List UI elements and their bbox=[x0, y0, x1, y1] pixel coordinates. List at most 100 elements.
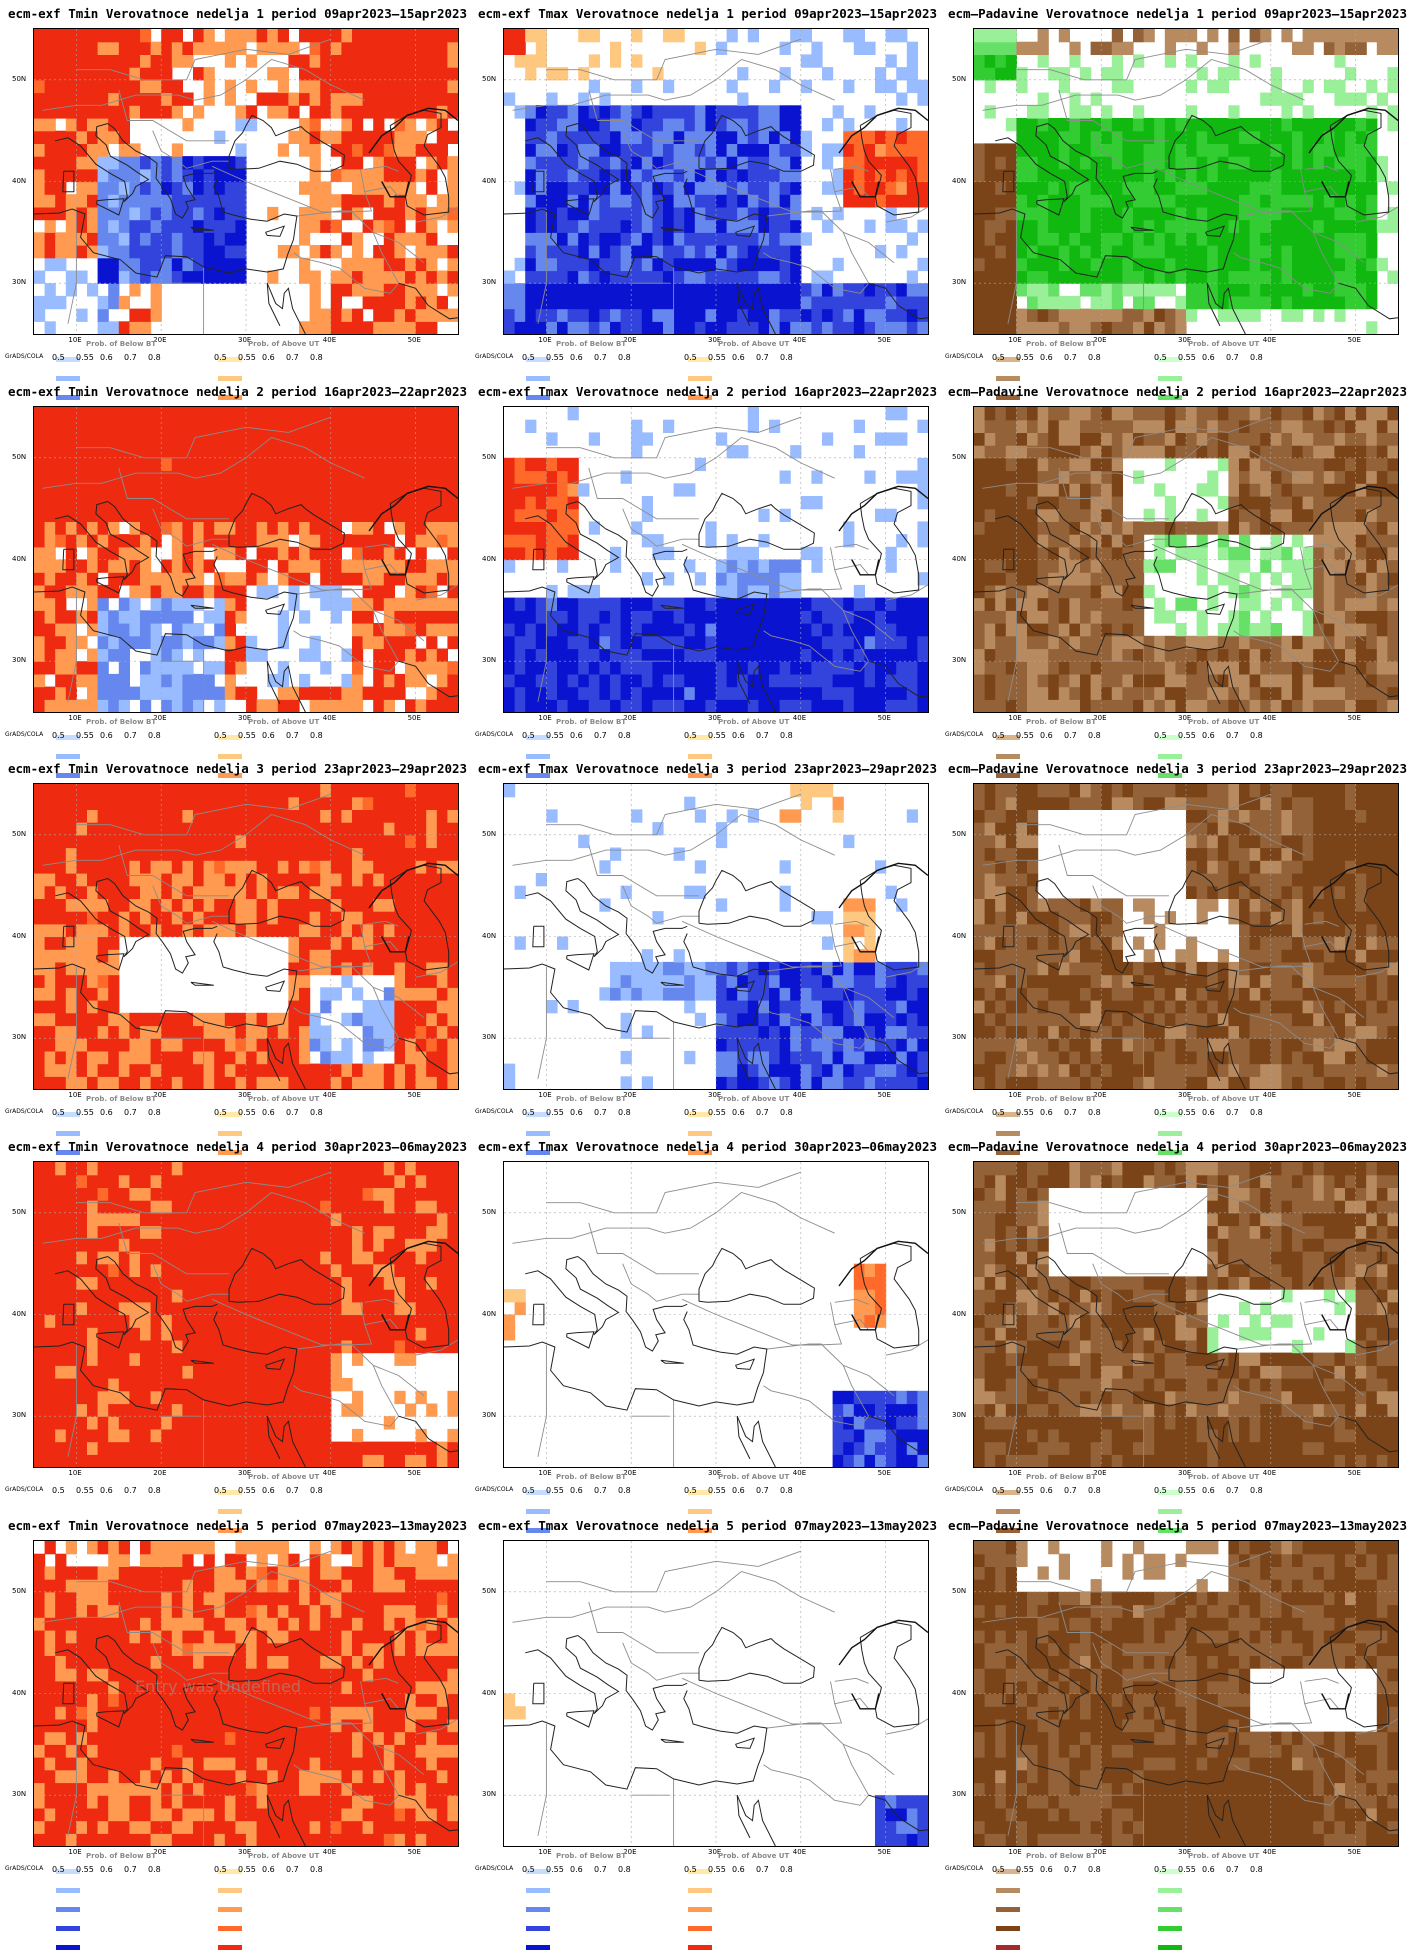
tick-label: 0.7 bbox=[756, 1108, 780, 1117]
map-area bbox=[503, 1161, 929, 1468]
tick-label: 0.6 bbox=[1040, 1486, 1064, 1495]
tick-label: 0.55 bbox=[546, 1486, 570, 1495]
country-border bbox=[835, 565, 869, 575]
map-area bbox=[503, 1540, 929, 1847]
latitude-label: 30N bbox=[952, 1033, 966, 1041]
map-area bbox=[33, 28, 459, 335]
grads-credit: GrADS/COLA bbox=[5, 1865, 43, 1872]
tick-label: 0.7 bbox=[1226, 353, 1250, 362]
colorbar-swatch bbox=[218, 1888, 242, 1893]
colorbar-swatch bbox=[688, 1888, 712, 1893]
panel-title: ecm-exf Tmax Verovatnoce nedelja 3 perio… bbox=[478, 761, 934, 776]
latitude-label: 40N bbox=[482, 1310, 496, 1318]
colorbar-above bbox=[688, 1102, 712, 1107]
coastline bbox=[504, 1312, 767, 1411]
legend-title-below: Prob. of Below BT bbox=[86, 1095, 156, 1103]
country-border bbox=[1305, 1678, 1339, 1683]
colorbar-below bbox=[56, 1102, 80, 1107]
map-area bbox=[33, 783, 459, 1090]
grads-credit: GrADS/COLA bbox=[945, 353, 983, 360]
tick-label: 0.55 bbox=[708, 1486, 732, 1495]
map-area bbox=[33, 1161, 459, 1468]
tick-label: 0.6 bbox=[100, 1108, 124, 1117]
latitude-label: 30N bbox=[12, 1411, 26, 1419]
legend-title-below: Prob. of Below BT bbox=[1026, 1473, 1096, 1481]
country-border bbox=[513, 1572, 835, 1623]
colorbar-swatch bbox=[56, 1945, 80, 1950]
country-border bbox=[886, 1719, 928, 1734]
longitude-label: 50E bbox=[408, 714, 421, 722]
legend-title-below: Prob. of Below BT bbox=[556, 718, 626, 726]
tick-label: 0.55 bbox=[76, 1108, 100, 1117]
tick-label: 0.55 bbox=[1016, 1108, 1040, 1117]
longitude-label: 40E bbox=[323, 1091, 336, 1099]
longitude-label: 50E bbox=[1348, 336, 1361, 344]
colorbar-swatch bbox=[688, 1907, 712, 1912]
country-border bbox=[589, 1223, 699, 1274]
latitude-label: 40N bbox=[952, 1310, 966, 1318]
latitude-label: 30N bbox=[482, 1033, 496, 1041]
panel-title: ecm—Padavine Verovatnoce nedelja 1 perio… bbox=[948, 6, 1404, 21]
tick-label: 0.7 bbox=[1064, 1486, 1088, 1495]
longitude-label: 50E bbox=[408, 1469, 421, 1477]
tick-label: 0.6 bbox=[570, 353, 594, 362]
longitude-label: 50E bbox=[408, 336, 421, 344]
tick-label: 0.7 bbox=[756, 731, 780, 740]
tick-label: 0.8 bbox=[618, 1108, 642, 1117]
colorbar-swatch bbox=[1158, 1131, 1182, 1136]
panel-title: ecm-exf Tmax Verovatnoce nedelja 2 perio… bbox=[478, 384, 934, 399]
legend-title-above: Prob. of Above UT bbox=[1188, 1095, 1259, 1103]
tick-label: 0.55 bbox=[1016, 1486, 1040, 1495]
country-border bbox=[764, 1723, 869, 1805]
tick-label: 0.7 bbox=[124, 1486, 148, 1495]
colorbar-below bbox=[526, 1859, 550, 1864]
colorbar-swatch bbox=[1158, 376, 1182, 381]
probability-field bbox=[34, 784, 458, 1089]
longitude-label: 10E bbox=[68, 1091, 81, 1099]
tick-label: 0.5 bbox=[214, 1108, 238, 1117]
tick-label: 0.55 bbox=[708, 1108, 732, 1117]
tick-label: 0.8 bbox=[1088, 353, 1112, 362]
tick-label: 0.5 bbox=[522, 731, 546, 740]
colorbar-above bbox=[688, 725, 712, 730]
coastline bbox=[266, 981, 285, 991]
tick-label: 0.5 bbox=[684, 353, 708, 362]
probability-field bbox=[974, 29, 1398, 334]
colorbar-swatch bbox=[56, 376, 80, 381]
longitude-label: 50E bbox=[878, 714, 891, 722]
latitude-label: 40N bbox=[12, 555, 26, 563]
grads-credit: GrADS/COLA bbox=[475, 1108, 513, 1115]
colorbar-below bbox=[56, 1859, 80, 1864]
tick-label: 0.5 bbox=[214, 1865, 238, 1874]
tick-label: 0.55 bbox=[76, 1486, 100, 1495]
colorbar-below bbox=[526, 347, 550, 352]
tick-label: 0.5 bbox=[52, 1865, 76, 1874]
longitude-label: 10E bbox=[538, 1848, 551, 1856]
legend-title-above: Prob. of Above UT bbox=[718, 718, 789, 726]
tick-label: 0.8 bbox=[1088, 1486, 1112, 1495]
map-area bbox=[973, 1540, 1399, 1847]
latitude-label: 50N bbox=[952, 75, 966, 83]
latitude-label: 40N bbox=[482, 555, 496, 563]
tick-label: 0.6 bbox=[1040, 1108, 1064, 1117]
latitude-label: 50N bbox=[12, 453, 26, 461]
tick-label: 0.6 bbox=[732, 1486, 756, 1495]
country-border bbox=[835, 1699, 869, 1709]
grads-credit: GrADS/COLA bbox=[5, 1108, 43, 1115]
tick-label: 0.55 bbox=[708, 1865, 732, 1874]
coastline bbox=[267, 283, 280, 326]
legend-title-above: Prob. of Above UT bbox=[248, 1473, 319, 1481]
tick-label: 0.6 bbox=[1202, 731, 1226, 740]
panel-title: ecm-exf Tmin Verovatnoce nedelja 2 perio… bbox=[8, 384, 464, 399]
tick-label: 0.55 bbox=[546, 1108, 570, 1117]
country-border bbox=[546, 1172, 800, 1213]
